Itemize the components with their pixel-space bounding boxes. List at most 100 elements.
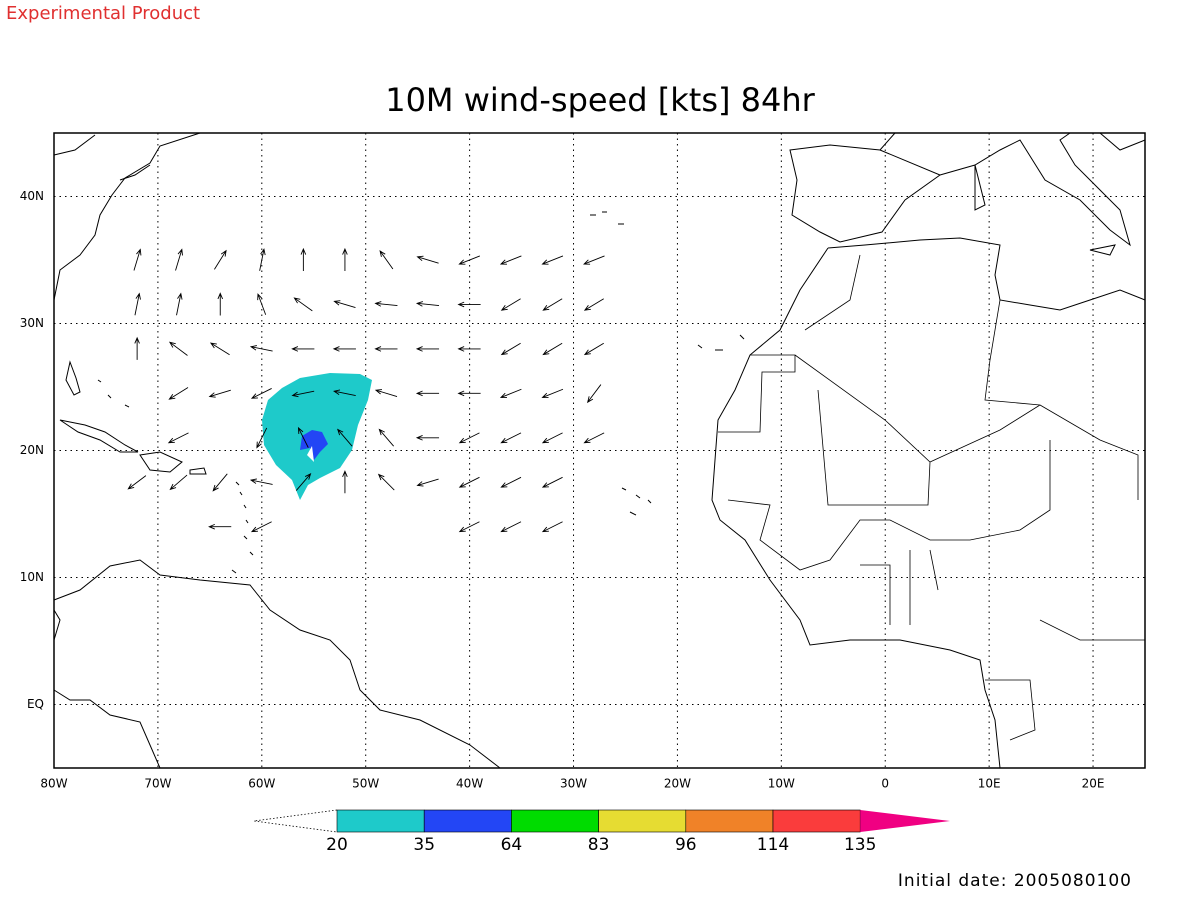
wind-arrow bbox=[583, 298, 604, 311]
wind-arrow bbox=[457, 301, 481, 308]
lon-tick-label: 0 bbox=[881, 777, 889, 791]
wind-arrow bbox=[374, 389, 398, 397]
lon-tick-label: 10E bbox=[978, 777, 1001, 791]
wind-arrow bbox=[127, 475, 147, 490]
colorbar: 20 35 64 83 96 114 135 bbox=[253, 809, 950, 855]
lon-tick-label: 70W bbox=[144, 777, 171, 791]
colorbar-segment bbox=[772, 809, 861, 833]
wind-arrow bbox=[542, 298, 563, 311]
coastline bbox=[53, 609, 161, 769]
lon-tick-label: 10W bbox=[768, 777, 795, 791]
wind-arrow bbox=[500, 476, 522, 488]
wind-arrow bbox=[500, 298, 521, 311]
wind-arrow bbox=[297, 426, 309, 448]
colorbar-segment bbox=[336, 809, 425, 833]
wind-arrow bbox=[500, 521, 522, 533]
colorbar-label: 135 bbox=[844, 835, 876, 855]
lon-tick-label: 60W bbox=[248, 777, 275, 791]
eye bbox=[307, 446, 314, 462]
coastlines bbox=[53, 132, 1146, 769]
colorbar-label: 83 bbox=[588, 835, 610, 855]
wind-arrow bbox=[458, 521, 480, 533]
wind-arrow bbox=[168, 387, 189, 400]
lon-tick-label: 20E bbox=[1082, 777, 1105, 791]
coastline bbox=[789, 144, 942, 243]
lat-tick-label: 30N bbox=[20, 316, 44, 330]
colorbar-label: 64 bbox=[501, 835, 523, 855]
wind-arrow bbox=[214, 249, 227, 270]
wind-arrow bbox=[249, 345, 273, 352]
colorbar-over bbox=[860, 810, 950, 832]
lon-tick-label: 50W bbox=[352, 777, 379, 791]
lat-tick-label: 20N bbox=[20, 443, 44, 457]
wind-arrow bbox=[378, 428, 394, 447]
coastline bbox=[53, 132, 201, 301]
wind-arrow bbox=[134, 292, 141, 316]
product-label: Experimental Product bbox=[6, 3, 200, 24]
coastline bbox=[711, 247, 1001, 769]
wind-arrow bbox=[499, 255, 522, 265]
wind-arrow bbox=[249, 478, 273, 485]
coastline bbox=[879, 132, 1146, 256]
lat-tick-label: 10N bbox=[20, 570, 44, 584]
wind-arrow bbox=[500, 432, 522, 444]
wind-arrow bbox=[583, 255, 605, 265]
wind-arrow bbox=[333, 389, 356, 396]
wind-arrow bbox=[259, 248, 266, 271]
wind-arrow bbox=[458, 432, 480, 444]
wind-arrow bbox=[415, 346, 440, 352]
wind-arrow bbox=[541, 388, 564, 399]
colorbar-segment bbox=[423, 809, 512, 833]
colorbar-label: 114 bbox=[757, 835, 789, 855]
wind-arrow bbox=[342, 470, 348, 494]
wind-arrow bbox=[541, 476, 563, 488]
lon-tick-label: 80W bbox=[40, 777, 67, 791]
colorbar-segment bbox=[598, 809, 687, 833]
wind-arrow bbox=[250, 388, 272, 399]
wind-arrow bbox=[209, 342, 230, 356]
wind-arrow bbox=[167, 432, 189, 444]
wind-arrow bbox=[176, 292, 183, 316]
wind-arrow bbox=[415, 390, 440, 397]
wind-arrow bbox=[208, 389, 231, 398]
wind-arrow bbox=[175, 248, 183, 271]
wind-arrow bbox=[458, 255, 480, 265]
wind-arrow bbox=[587, 384, 602, 404]
coastline bbox=[97, 379, 254, 574]
wind-arrow bbox=[583, 432, 605, 444]
wind-arrow bbox=[295, 473, 312, 491]
wind-arrow bbox=[457, 346, 481, 352]
borders bbox=[718, 254, 1145, 741]
wind-arrow bbox=[541, 521, 563, 533]
wind-arrow bbox=[257, 293, 267, 315]
wind-arrow bbox=[212, 473, 228, 492]
colorbar-segment bbox=[685, 809, 774, 833]
coastline bbox=[59, 360, 207, 475]
grid: 80W 70W 60W 50W 40W 30W 20W 10W 0 10E 20E EQ 10N 20N 3… bbox=[20, 133, 1145, 791]
wind-arrow bbox=[374, 301, 398, 307]
colorbar-under bbox=[253, 809, 338, 833]
wind-arrow bbox=[332, 346, 356, 352]
wind-arrow bbox=[379, 250, 394, 270]
wind-arrow bbox=[291, 346, 315, 352]
wind-arrow bbox=[541, 432, 563, 444]
wind-vectors bbox=[127, 247, 605, 533]
wind-arrow bbox=[458, 476, 480, 488]
wind-arrow bbox=[291, 390, 315, 398]
coastline bbox=[827, 237, 1146, 311]
wind-arrow bbox=[542, 342, 563, 356]
wind-arrow bbox=[337, 428, 353, 447]
map-frame bbox=[53, 132, 1146, 769]
lat-tick-label: 40N bbox=[20, 189, 44, 203]
colorbar-segment bbox=[511, 809, 599, 833]
lon-tick-label: 30W bbox=[560, 777, 587, 791]
wind-arrow bbox=[583, 342, 604, 356]
lat-tick-label: EQ bbox=[27, 697, 44, 711]
border bbox=[718, 254, 1145, 741]
lon-tick-label: 40W bbox=[456, 777, 483, 791]
coastline bbox=[53, 134, 151, 181]
wind-arrow bbox=[169, 474, 188, 491]
wind-arrow bbox=[416, 478, 439, 487]
